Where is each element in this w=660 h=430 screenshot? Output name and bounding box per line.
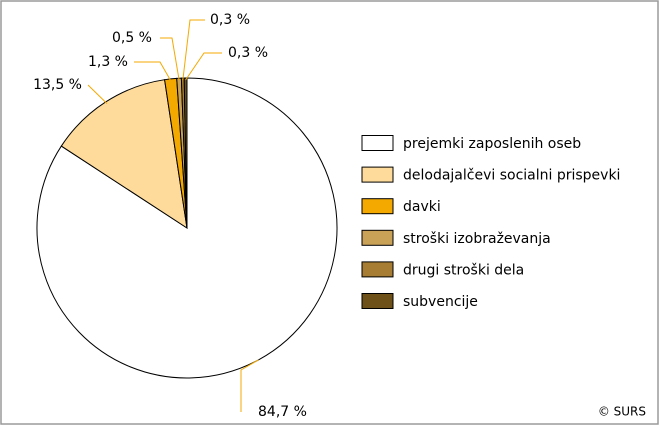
legend-label: prejemki zaposlenih oseb: [403, 136, 581, 152]
data-label: 0,3 %: [228, 45, 268, 61]
leader-line: [240, 359, 259, 412]
legend-swatch: [361, 135, 394, 151]
legend-swatch: [361, 261, 394, 278]
legend-label: delodajalčevi socialni prispevki: [403, 168, 620, 184]
legend-label: subvencije: [403, 294, 478, 310]
data-label: 13,5 %: [33, 77, 82, 93]
leader-line: [87, 84, 108, 104]
legend-swatch: [361, 198, 394, 215]
legend-swatch: [361, 293, 394, 309]
leader-line: [134, 61, 172, 82]
data-label: 0,3 %: [210, 12, 250, 28]
legend-swatch: [361, 166, 394, 183]
data-label: 84,7 %: [258, 404, 307, 420]
leader-line: [185, 52, 222, 81]
data-label: 0,5 %: [112, 30, 152, 46]
legend-label: stroški izobraževanja: [403, 231, 551, 247]
data-label: 1,3 %: [88, 54, 128, 70]
leader-line: [160, 37, 180, 81]
legend-label: davki: [403, 199, 441, 215]
legend-label: drugi stroški dela: [403, 262, 524, 278]
leader-line: [182, 19, 205, 81]
source: © SURS: [598, 405, 646, 419]
legend-swatch: [361, 229, 394, 246]
